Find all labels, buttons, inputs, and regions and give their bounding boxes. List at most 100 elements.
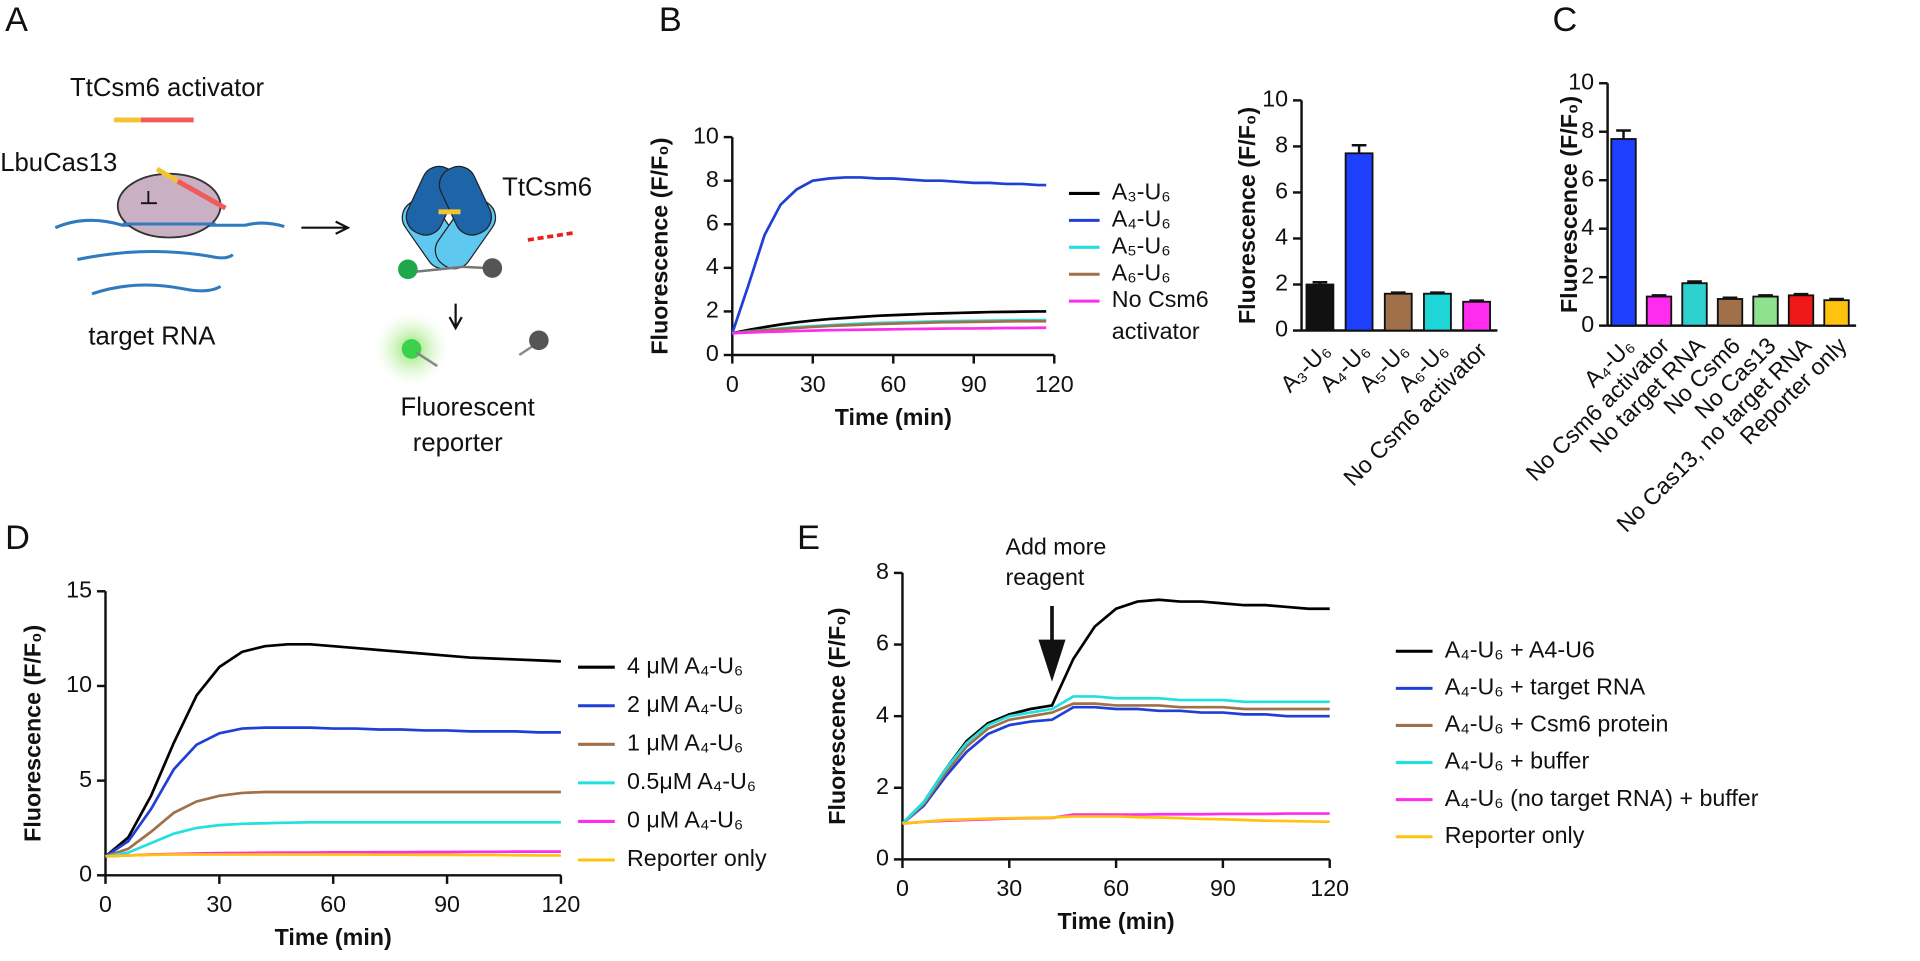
error-bar [1793, 292, 1809, 296]
bar [1462, 300, 1491, 332]
x-tick-label: 60 [880, 371, 906, 397]
diagram: TtCsm6 activator LbuCas13 target RNA TtC… [0, 74, 592, 457]
legend-label: 4 μM A₄-U₆ [627, 652, 743, 678]
x-tick-label: 30 [800, 371, 826, 397]
error-bar [1616, 129, 1631, 139]
legend-label: A₄-U₆ + target RNA [1445, 674, 1646, 700]
y-tick-label: 0 [1581, 311, 1594, 337]
activator [155, 166, 179, 184]
y-tick-label: 2 [706, 297, 719, 323]
error-bar [1469, 299, 1484, 302]
y-tick-label: 4 [1275, 224, 1288, 250]
series-line [104, 726, 561, 858]
error-bar [1430, 291, 1445, 294]
annotation-arrow [1038, 605, 1066, 682]
cas13 [116, 172, 222, 239]
series-line [732, 319, 1047, 335]
error-bar [1758, 294, 1773, 297]
series-line [901, 598, 1330, 825]
activator-cleaved [527, 230, 576, 242]
series-line [105, 820, 561, 858]
bar [1610, 138, 1637, 327]
bar [1752, 295, 1779, 327]
x-tick-label: 0 [896, 875, 909, 901]
series-line [732, 310, 1047, 335]
y-tick-label: 6 [876, 630, 889, 656]
csm6 [398, 165, 503, 280]
diagram-label: TtCsm6 activator [70, 74, 265, 102]
x-tick-label: 90 [434, 891, 460, 917]
x-tick-label: 30 [206, 891, 232, 917]
x-tick-label: 0 [726, 371, 739, 397]
series-line [901, 705, 1330, 825]
y-tick-label: 6 [1581, 165, 1594, 191]
series-line [901, 702, 1330, 825]
linker [518, 344, 535, 357]
y-tick-label: 8 [1581, 117, 1594, 143]
panel-label: E [797, 519, 820, 557]
y-tick-label: 0 [79, 860, 92, 886]
y-axis-label: Fluorescence (F/F₀) [1234, 107, 1260, 324]
legend-label: No Csm6 activator [1112, 286, 1209, 344]
diagram-label: reporter [413, 429, 503, 457]
crrna [141, 190, 157, 205]
x-tick-label: 0 [99, 891, 112, 917]
legend-label: A₄-U₆ + buffer [1445, 748, 1590, 774]
y-tick-label: 2 [876, 773, 889, 799]
series-line [105, 790, 561, 858]
y-tick-label: 5 [79, 766, 92, 792]
series-line [105, 853, 561, 858]
diagram-label: TtCsm6 [502, 173, 592, 201]
y-tick-label: 8 [1275, 132, 1288, 158]
x-tick-label: 90 [1210, 875, 1236, 901]
diagram-label: LbuCas13 [0, 149, 117, 177]
y-tick-label: 4 [706, 253, 719, 279]
bar [1716, 298, 1744, 327]
annotation: Add more reagent [1005, 534, 1106, 591]
x-tick-label: 120 [542, 891, 581, 917]
bar [1787, 294, 1815, 327]
y-tick-label: 2 [1581, 262, 1594, 288]
series-line [731, 176, 1047, 334]
series-line [902, 815, 1330, 825]
x-tick-label: 60 [1103, 875, 1129, 901]
diagram-label: Fluorescent [401, 394, 535, 422]
x-axis-label: Time (min) [1058, 908, 1175, 934]
rna [91, 283, 222, 296]
arrow [448, 303, 463, 331]
error-bar [1351, 144, 1367, 154]
error-bar [1312, 280, 1328, 285]
y-tick-label: 6 [706, 209, 719, 235]
y-tick-label: 10 [1262, 86, 1288, 112]
y-tick-label: 0 [706, 340, 719, 366]
y-axis-label: Fluorescence (F/F₀) [824, 608, 850, 825]
y-tick-label: 6 [1275, 178, 1288, 204]
y-tick-label: 10 [1568, 68, 1594, 94]
linker [415, 351, 438, 368]
error-bar [1687, 280, 1702, 284]
bar [1383, 292, 1413, 332]
bar [1423, 292, 1452, 332]
fluorophore [401, 339, 422, 359]
y-tick-label: 10 [66, 671, 92, 697]
y-tick-label: 8 [706, 166, 719, 192]
y-tick-label: 0 [876, 845, 889, 871]
error-bar [1651, 294, 1667, 297]
y-tick-label: 2 [1275, 270, 1288, 296]
legend-label: A₆-U₆ [1112, 259, 1171, 285]
legend-label: A₃-U₆ [1112, 179, 1171, 205]
activator [176, 179, 227, 211]
arrow [301, 220, 351, 235]
legend-label: 0 μM A₄-U₆ [627, 807, 743, 833]
legend-label: 0.5μM A₄-U₆ [627, 768, 756, 794]
bar [1305, 283, 1335, 332]
error-bar [1390, 291, 1406, 294]
panel-label: D [5, 519, 30, 557]
y-tick-label: 15 [66, 576, 92, 602]
legend-label: 2 μM A₄-U₆ [627, 691, 743, 717]
y-tick-label: 4 [1581, 214, 1594, 240]
legend-label: Reporter only [627, 845, 767, 871]
y-axis-label: Fluorescence (F/F₀) [646, 137, 672, 354]
legend-label: A₄-U₆ + A4-U6 [1445, 636, 1595, 662]
